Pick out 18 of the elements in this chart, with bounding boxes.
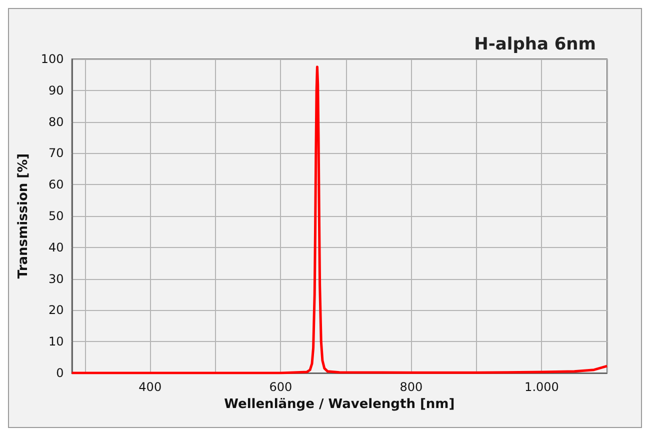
chart-title: H-alpha 6nm [474, 34, 596, 54]
x-tick-label: 600 [269, 380, 292, 394]
y-axis-title: Transmission [%] [16, 153, 31, 279]
y-tick-label: 50 [48, 209, 64, 223]
y-tick-label: 60 [48, 178, 64, 192]
x-tick-label: 1.000 [524, 380, 559, 394]
x-axis-title: Wellenlänge / Wavelength [nm] [224, 396, 455, 412]
y-tick-label: 90 [48, 83, 64, 98]
x-tick-label: 800 [400, 380, 423, 394]
y-tick-label: 70 [48, 146, 64, 160]
y-tick-label: 10 [48, 334, 64, 349]
y-tick-label: 30 [48, 272, 64, 286]
y-tick-label: 100 [40, 52, 64, 66]
y-tick-label: 40 [48, 240, 64, 254]
y-tick-label: 20 [48, 303, 64, 318]
y-tick-label: 0 [56, 366, 64, 380]
y-tick-label: 80 [48, 114, 64, 129]
x-tick-label: 400 [138, 380, 162, 394]
